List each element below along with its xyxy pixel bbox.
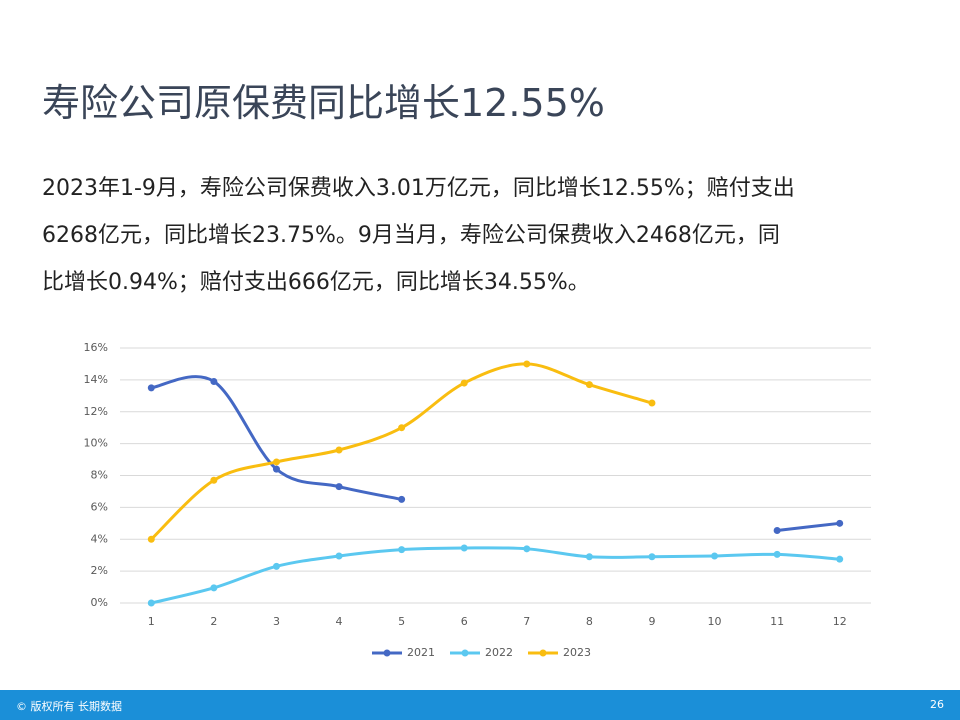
series-line bbox=[150, 546, 840, 605]
paragraph-line: 2023年1-9月，寿险公司保费收入3.01万亿元，同比增长12.55%；赔付支… bbox=[42, 176, 795, 201]
x-tick-label: 8 bbox=[586, 615, 593, 628]
y-tick-label: 14% bbox=[84, 373, 108, 386]
x-tick-label: 9 bbox=[648, 615, 655, 628]
data-point bbox=[773, 526, 781, 534]
y-tick-label: 8% bbox=[91, 469, 108, 482]
data-point bbox=[523, 545, 531, 553]
data-point bbox=[147, 384, 155, 392]
x-tick-label: 6 bbox=[461, 615, 468, 628]
data-point bbox=[210, 377, 218, 385]
data-point bbox=[460, 379, 468, 387]
x-tick-label: 1 bbox=[148, 615, 155, 628]
x-tick-label: 12 bbox=[833, 615, 847, 628]
y-tick-label: 0% bbox=[91, 596, 108, 609]
slide-title: 寿险公司原保费同比增长12.55% bbox=[42, 81, 605, 125]
data-point bbox=[210, 476, 218, 484]
data-point bbox=[272, 465, 280, 473]
footer: © 版权所有 长期数据 26 bbox=[0, 690, 960, 720]
data-point bbox=[210, 584, 218, 592]
data-point bbox=[147, 535, 155, 543]
copyright: © 版权所有 长期数据 bbox=[16, 700, 122, 713]
page-number: 26 bbox=[930, 698, 944, 711]
paragraph-line: 比增长0.94%；赔付支出666亿元，同比增长34.55%。 bbox=[42, 270, 590, 295]
x-tick-label: 10 bbox=[708, 615, 722, 628]
data-point bbox=[398, 424, 406, 432]
data-point bbox=[335, 552, 343, 560]
data-point bbox=[585, 381, 593, 389]
data-point bbox=[335, 446, 343, 454]
data-point bbox=[773, 550, 781, 558]
data-point bbox=[272, 562, 280, 570]
data-point bbox=[648, 399, 656, 407]
x-tick-label: 5 bbox=[398, 615, 405, 628]
x-tick-label: 4 bbox=[336, 615, 343, 628]
data-point bbox=[147, 599, 155, 607]
legend-label: 2021 bbox=[407, 646, 435, 659]
paragraph-line: 6268亿元，同比增长23.75%。9月当月，寿险公司保费收入2468亿元，同 bbox=[42, 223, 780, 248]
legend-label: 2023 bbox=[563, 646, 591, 659]
series-line bbox=[150, 362, 653, 541]
legend-marker bbox=[539, 649, 547, 657]
y-tick-label: 10% bbox=[84, 437, 108, 450]
data-point bbox=[836, 519, 844, 527]
data-point bbox=[398, 546, 406, 554]
y-tick-label: 2% bbox=[91, 564, 108, 577]
data-point bbox=[648, 553, 656, 561]
y-tick-label: 12% bbox=[84, 405, 108, 418]
data-point bbox=[585, 553, 593, 561]
x-tick-label: 2 bbox=[210, 615, 217, 628]
y-tick-label: 16% bbox=[84, 341, 108, 354]
legend-label: 2022 bbox=[485, 646, 513, 659]
data-point bbox=[523, 360, 531, 368]
y-tick-label: 4% bbox=[91, 532, 108, 545]
data-point bbox=[398, 495, 406, 503]
chart: 0%2%4%6%8%10%12%14%16%1 2 3 4 5 6 7 8 9 10 11 12202… bbox=[84, 341, 871, 659]
data-point bbox=[711, 552, 719, 560]
data-point bbox=[272, 458, 280, 466]
legend-marker bbox=[383, 649, 391, 657]
y-tick-label: 6% bbox=[91, 500, 108, 513]
legend-marker bbox=[461, 649, 469, 657]
x-tick-label: 3 bbox=[273, 615, 280, 628]
data-point bbox=[335, 483, 343, 491]
series-line bbox=[150, 375, 840, 532]
data-point bbox=[836, 555, 844, 563]
x-tick-label: 7 bbox=[523, 615, 530, 628]
data-point bbox=[460, 544, 468, 552]
x-tick-label: 11 bbox=[770, 615, 784, 628]
